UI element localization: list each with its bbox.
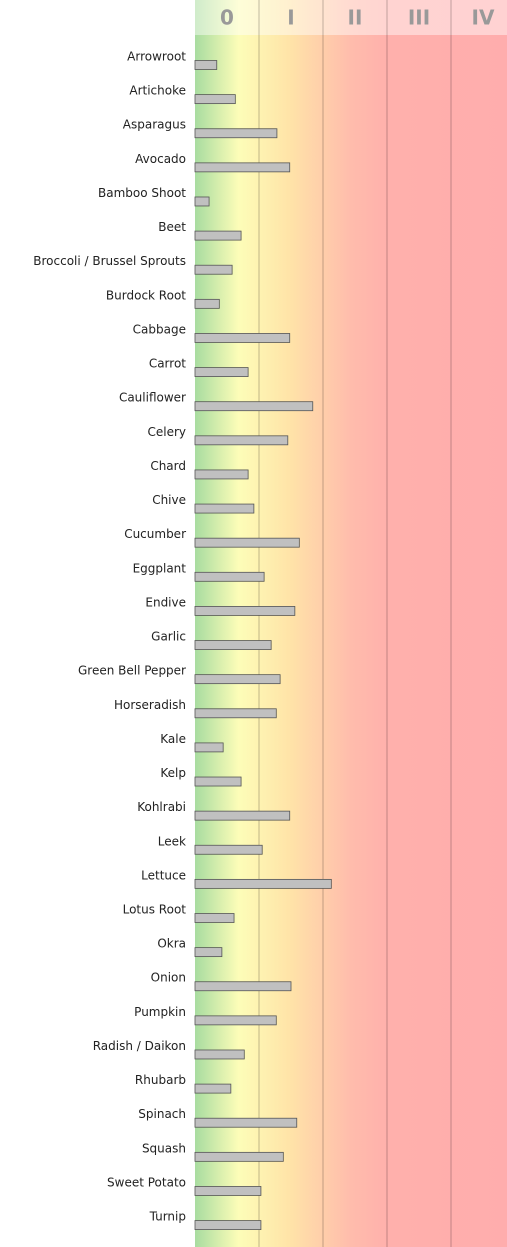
bar xyxy=(194,640,272,650)
y-tick-label: Arrowroot xyxy=(127,50,186,64)
y-tick-label: Horseradish xyxy=(114,698,186,712)
y-tick-label: Kelp xyxy=(160,766,186,780)
y-tick-label: Asparagus xyxy=(123,118,186,132)
bar xyxy=(194,1015,277,1026)
bar xyxy=(194,60,218,70)
y-tick-label: Cabbage xyxy=(133,322,186,336)
y-tick-label: Garlic xyxy=(151,630,186,644)
y-tick-label: Rhubarb xyxy=(135,1073,186,1087)
bar xyxy=(194,503,255,514)
bar xyxy=(194,128,278,139)
y-tick-label: Squash xyxy=(142,1141,186,1155)
y-tick-label: Artichoke xyxy=(129,84,186,98)
y-tick-label: Celery xyxy=(147,425,186,439)
y-tick-label: Chard xyxy=(150,459,186,473)
bar xyxy=(194,333,291,343)
bar xyxy=(194,606,296,616)
bar xyxy=(194,537,300,548)
bar xyxy=(194,162,291,173)
y-tick-label: Green Bell Pepper xyxy=(78,664,186,678)
y-tick-label: Avocado xyxy=(135,152,186,166)
x-tick-label: IV xyxy=(472,6,495,30)
bar xyxy=(194,1083,232,1094)
x-tick-label: II xyxy=(348,6,363,30)
bar xyxy=(194,674,281,685)
bar xyxy=(194,1220,262,1230)
y-tick-label: Cucumber xyxy=(124,527,186,541)
bar xyxy=(194,810,291,821)
y-tick-label: Radish / Daikon xyxy=(93,1039,186,1053)
y-tick-label: Lettuce xyxy=(141,868,186,882)
y-tick-label: Eggplant xyxy=(133,561,187,575)
x-tick-label: I xyxy=(287,6,294,30)
bar xyxy=(194,264,233,275)
x-tick-label: 0 xyxy=(220,6,234,30)
y-tick-label: Okra xyxy=(157,937,186,951)
y-tick-label: Carrot xyxy=(149,357,186,371)
y-tick-label: Burdock Root xyxy=(106,288,186,302)
bar xyxy=(194,844,263,855)
header-band xyxy=(195,0,507,35)
y-tick-label: Spinach xyxy=(138,1107,186,1121)
y-tick-label: Cauliflower xyxy=(119,391,186,405)
bar xyxy=(194,981,292,992)
bar xyxy=(194,1049,245,1060)
y-tick-label: Bamboo Shoot xyxy=(98,186,186,200)
bar xyxy=(194,367,249,377)
bar xyxy=(194,435,289,446)
bar xyxy=(194,1151,284,1162)
background-zones xyxy=(195,0,507,1247)
bar xyxy=(194,94,236,105)
y-tick-label: Lotus Root xyxy=(123,903,187,917)
bar xyxy=(194,469,249,480)
bar xyxy=(194,776,242,787)
x-tick-label: III xyxy=(408,6,430,30)
bar xyxy=(194,878,332,889)
y-tick-label: Sweet Potato xyxy=(107,1175,186,1189)
bar xyxy=(194,196,210,207)
y-tick-label: Pumpkin xyxy=(134,1005,186,1019)
bar xyxy=(194,401,314,412)
bar xyxy=(194,571,265,582)
y-tick-label: Broccoli / Brussel Sprouts xyxy=(33,254,186,268)
bar xyxy=(194,230,242,241)
y-tick-label: Endive xyxy=(145,595,186,609)
y-tick-label: Kale xyxy=(160,732,186,746)
bar xyxy=(194,1117,298,1128)
y-tick-label: Onion xyxy=(151,971,186,985)
bar xyxy=(194,742,224,753)
y-tick-label: Leek xyxy=(158,834,186,848)
bar xyxy=(194,708,277,719)
y-tick-label: Turnip xyxy=(149,1210,186,1224)
bar xyxy=(194,298,220,309)
y-tick-label: Beet xyxy=(158,220,186,234)
y-tick-label: Kohlrabi xyxy=(137,800,186,814)
bar xyxy=(194,947,223,958)
bar xyxy=(194,1186,262,1196)
bar xyxy=(194,913,235,923)
y-tick-label: Chive xyxy=(152,493,186,507)
